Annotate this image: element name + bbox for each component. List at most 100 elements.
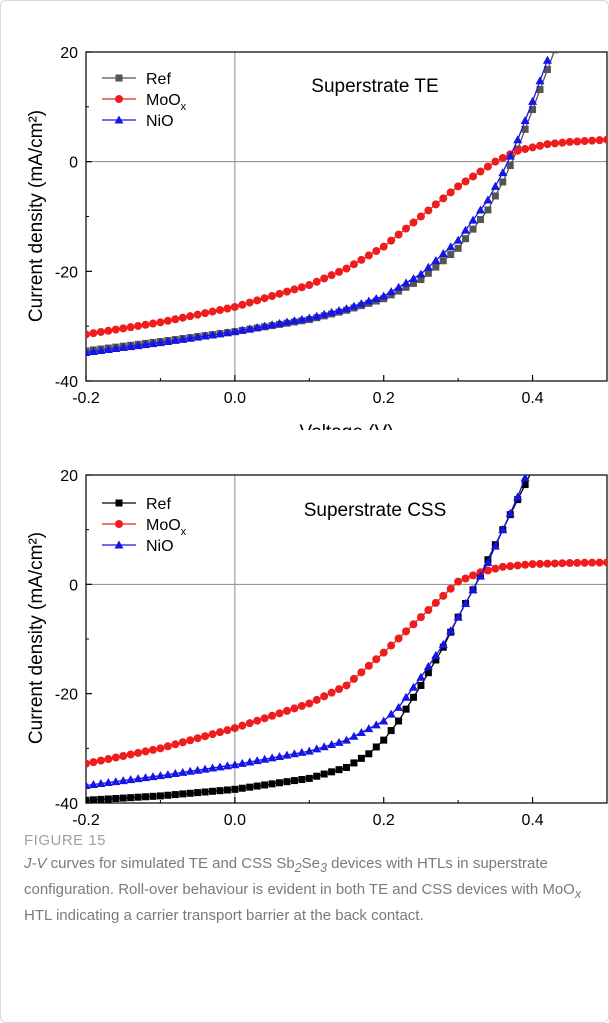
point-moox: [379, 648, 388, 657]
point-moox: [342, 681, 351, 690]
point-nio: [542, 55, 552, 64]
point-moox: [424, 206, 433, 215]
point-nio: [155, 771, 165, 780]
point-nio: [408, 273, 418, 282]
point-ref: [320, 770, 328, 778]
point-nio: [483, 557, 493, 566]
point-moox: [446, 584, 455, 593]
point-ref: [186, 789, 194, 797]
point-ref: [491, 192, 499, 200]
point-ref: [536, 86, 544, 94]
point-ref: [276, 779, 284, 787]
point-moox: [364, 661, 373, 670]
point-nio: [237, 758, 247, 767]
point-moox: [461, 177, 470, 186]
legend-item-nio: NiO: [102, 538, 174, 555]
point-nio: [118, 343, 128, 352]
point-moox: [253, 716, 262, 725]
point-ref: [432, 263, 440, 271]
point-nio: [319, 742, 329, 751]
point-nio: [126, 775, 136, 784]
point-ref: [298, 775, 306, 783]
point-nio: [371, 294, 381, 303]
point-ref: [372, 743, 380, 751]
point-nio: [215, 329, 225, 338]
point-moox: [201, 309, 210, 318]
point-ref: [521, 481, 529, 489]
point-nio: [289, 749, 299, 758]
point-moox: [528, 560, 537, 569]
x-tick-label: -0.2: [72, 390, 100, 407]
point-ref: [231, 785, 239, 793]
point-ref: [246, 783, 254, 791]
point-nio: [342, 735, 351, 744]
point-moox: [588, 558, 597, 567]
point-ref: [409, 693, 417, 701]
point-nio: [513, 135, 523, 144]
point-moox: [595, 136, 604, 145]
point-moox: [476, 167, 485, 176]
x-tick-label: 0.4: [521, 390, 543, 407]
point-nio: [88, 346, 98, 355]
x-tick-label: 0.0: [224, 390, 246, 407]
point-nio: [304, 746, 314, 755]
point-moox: [550, 139, 559, 148]
point-moox: [416, 212, 425, 221]
series-nio: [86, 55, 552, 356]
point-nio: [200, 764, 210, 773]
point-nio: [379, 716, 389, 725]
point-moox: [111, 325, 120, 334]
point-nio: [178, 767, 188, 776]
y-tick-label: 0: [69, 155, 78, 172]
point-moox: [178, 313, 187, 322]
point-moox: [223, 304, 232, 313]
point-ref: [127, 794, 135, 802]
point-nio: [304, 313, 314, 322]
point-moox: [580, 558, 589, 567]
point-nio: [148, 772, 158, 781]
point-nio: [356, 299, 366, 308]
point-ref: [402, 283, 410, 291]
point-ref: [387, 727, 395, 735]
point-moox: [543, 559, 552, 568]
point-nio: [468, 585, 478, 594]
point-nio: [200, 331, 210, 340]
point-ref: [194, 789, 202, 797]
point-nio: [483, 195, 493, 204]
point-nio: [520, 475, 530, 482]
point-nio: [185, 333, 195, 342]
point-nio: [222, 328, 232, 337]
point-moox: [521, 560, 530, 569]
y-tick-label: -20: [55, 687, 78, 704]
point-moox: [372, 247, 381, 256]
point-moox: [208, 730, 217, 739]
legend-label: MoOx: [146, 517, 187, 538]
legend-label-main: MoO: [146, 92, 181, 109]
point-moox: [156, 318, 165, 327]
point-moox: [409, 218, 418, 227]
y-tick-label: 0: [69, 577, 78, 594]
point-moox: [580, 137, 589, 146]
point-nio: [267, 320, 277, 329]
point-moox: [96, 327, 105, 336]
x-tick-label: 0.2: [373, 390, 395, 407]
point-moox: [573, 558, 582, 567]
point-nio: [118, 776, 128, 785]
x-tick-label: 0.2: [373, 812, 395, 829]
point-moox: [86, 330, 90, 339]
point-ref: [417, 681, 425, 689]
point-moox: [119, 324, 128, 333]
point-nio: [185, 766, 195, 775]
point-nio: [334, 737, 344, 746]
point-nio: [275, 752, 285, 761]
point-nio: [215, 762, 225, 771]
point-ref: [543, 66, 551, 74]
point-moox: [357, 668, 366, 677]
point-ref: [462, 235, 470, 243]
point-moox: [215, 306, 224, 315]
legend-item-ref: Ref: [102, 71, 171, 88]
legend-label-main: MoO: [146, 517, 181, 534]
point-moox: [379, 242, 388, 251]
point-moox: [573, 137, 582, 146]
